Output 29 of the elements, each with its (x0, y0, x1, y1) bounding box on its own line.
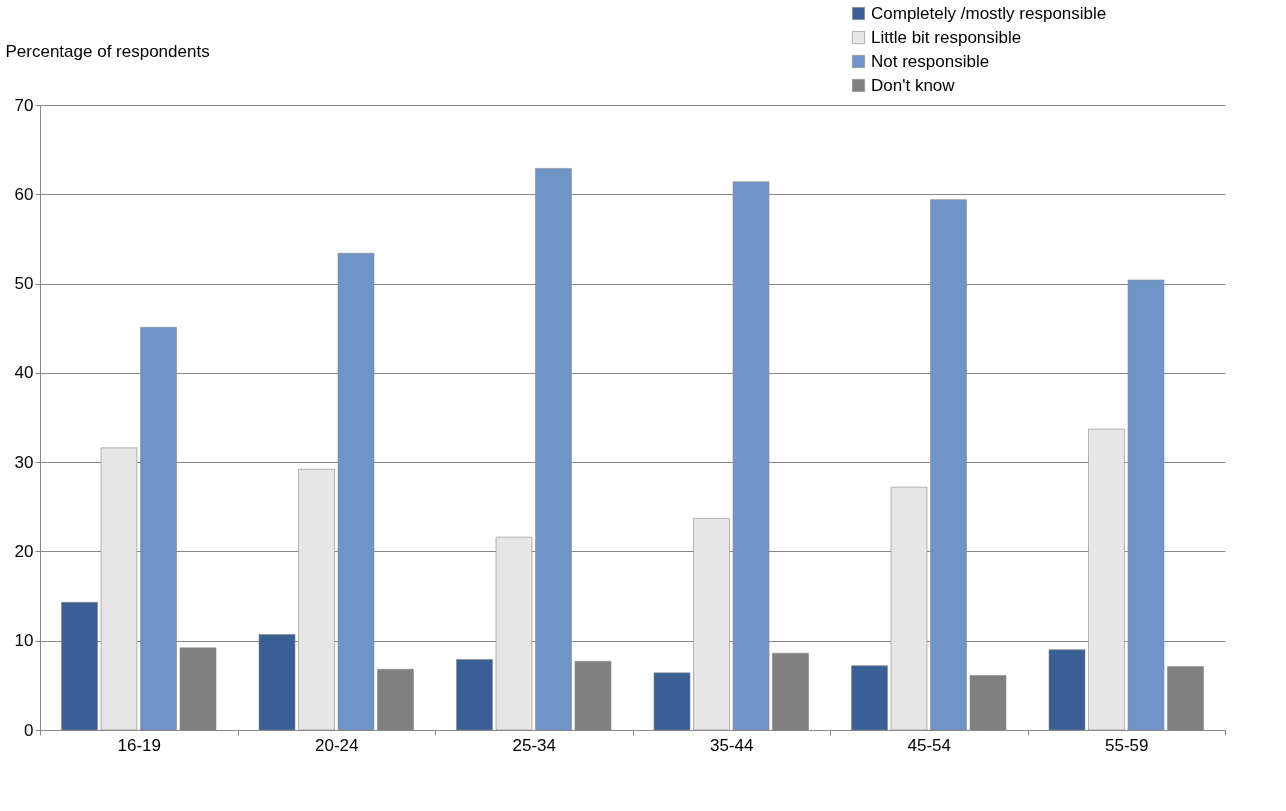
y-tick-label: 0 (24, 720, 34, 740)
bar (772, 652, 809, 731)
y-tick-label: 50 (14, 274, 34, 294)
x-tick-label: 25-34 (512, 735, 556, 755)
bar (1167, 666, 1204, 731)
x-tick-label: 45-54 (907, 735, 951, 755)
y-tick-label: 20 (14, 541, 34, 561)
bar (653, 672, 691, 731)
bar (1048, 649, 1086, 731)
legend-label: Not responsible (871, 51, 990, 71)
legend-label: Completely /mostly responsible (871, 3, 1107, 23)
y-axis-title: Percentage of respondents (5, 41, 210, 61)
legend-label: Little bit responsible (871, 27, 1022, 47)
bar (851, 665, 888, 731)
y-tick-label: 40 (14, 363, 34, 383)
bar (179, 647, 217, 731)
bar (574, 660, 612, 731)
y-tick-label: 70 (14, 95, 34, 115)
bar (969, 675, 1007, 731)
x-tick-label: 35-44 (710, 735, 754, 755)
x-tick-label: 16-19 (117, 735, 161, 755)
x-tick-label: 20-24 (315, 735, 359, 755)
legend-label: Don't know (871, 75, 956, 95)
bar (377, 668, 414, 731)
x-tick-label: 55-59 (1105, 735, 1149, 755)
y-tick-label: 10 (14, 631, 34, 651)
y-tick-label: 60 (14, 184, 34, 204)
y-tick-label: 30 (14, 452, 34, 472)
bar (456, 659, 493, 731)
